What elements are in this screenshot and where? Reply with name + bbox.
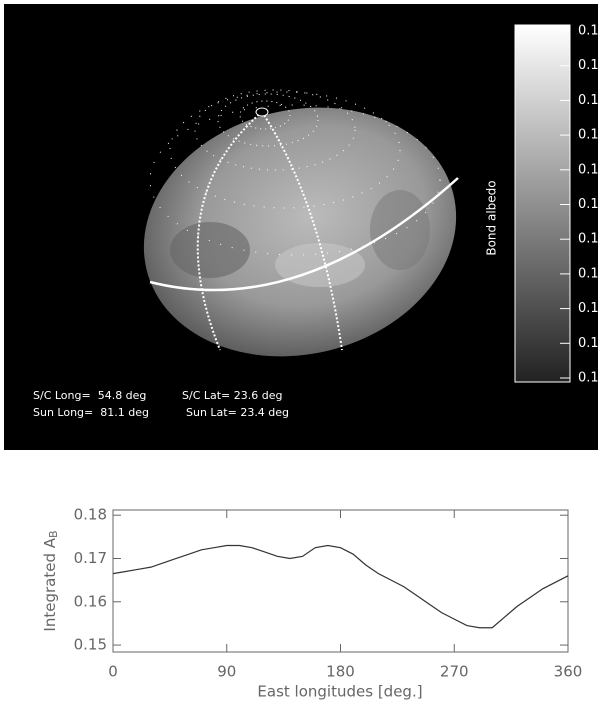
colorbar-tick-label: 0.17 [578,197,600,212]
annotation: S/C Lat= 23.6 deg [182,389,282,402]
x-axis-label: East longitudes [deg.] [257,683,422,701]
asteroid [143,89,459,357]
y-tick-label: 0.17 [74,549,107,567]
annotation: Sun Long= 81.1 deg [33,406,149,419]
colorbar-tick-label: 0.15 [578,336,600,351]
y-axis-label-sub: B [47,530,60,538]
colorbar-tick-label: 0.19 [578,58,600,73]
x-tick-label: 360 [554,663,583,681]
data-line [112,544,569,629]
x-tick-label: 90 [217,663,236,681]
colorbar-tick-label: 0.17 [578,162,600,177]
colorbar-tick-label: 0.14 [578,371,600,386]
y-tick-label: 0.18 [74,506,107,524]
annotation: Sun Lat= 23.4 deg [186,406,289,419]
y-axis-label-main: Integrated A [41,537,59,631]
x-tick-label: 0 [108,663,118,681]
colorbar-tick-label: 0.15 [578,301,600,316]
y-tick-label: 0.15 [74,636,107,654]
colorbar [514,24,571,383]
colorbar-tick-label: 0.19 [578,24,600,39]
colorbar-tick-label: 0.18 [578,93,600,108]
x-tick-label: 270 [440,663,469,681]
x-tick-label: 180 [326,663,355,681]
colorbar-tick-label: 0.18 [578,128,600,143]
colorbar-label: Bond albedo [485,180,499,255]
colorbar-tick-label: 0.16 [578,266,600,281]
plot-frame [112,509,569,653]
y-axis-label: Integrated AB [41,530,61,631]
colorbar-tick-label: 0.16 [578,232,600,247]
annotation: S/C Long= 54.8 deg [33,389,146,402]
y-tick-label: 0.16 [74,592,107,610]
